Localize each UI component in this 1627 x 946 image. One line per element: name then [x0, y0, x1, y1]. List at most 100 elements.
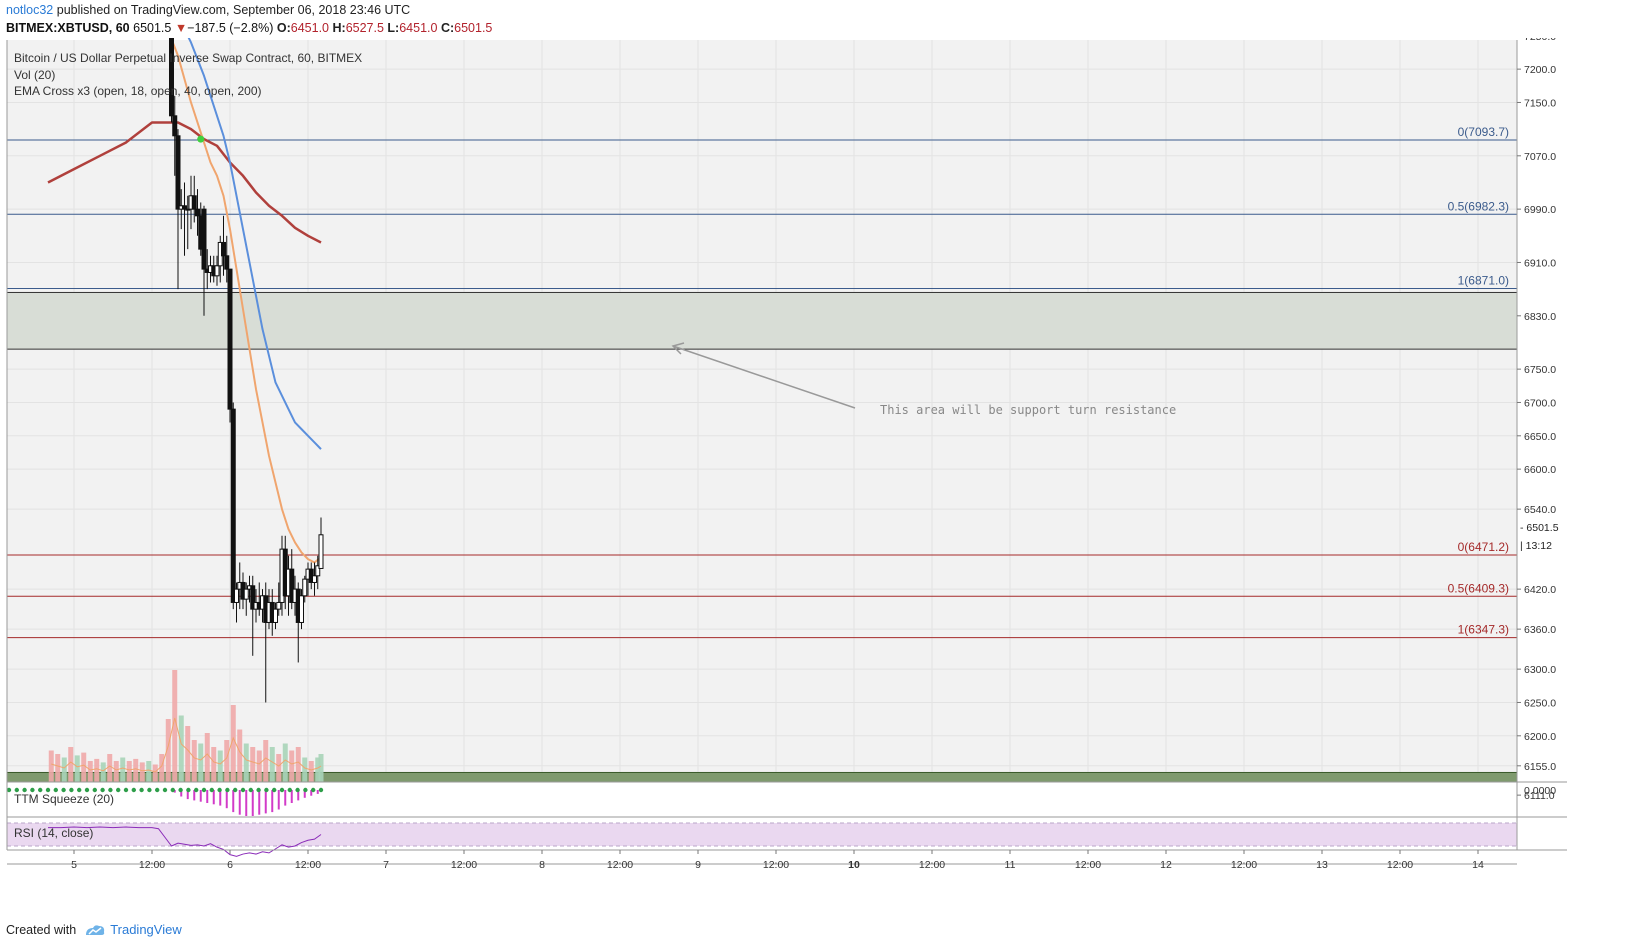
candle-body [318, 534, 324, 569]
x-tick-label: 8 [539, 859, 545, 871]
open-value: 6451.0 [290, 21, 329, 35]
candle [172, 95, 178, 176]
squeeze-dot [170, 787, 175, 793]
close-label: C: [440, 21, 455, 35]
squeeze-zero-label: 0.0000 [1524, 785, 1556, 797]
y-tick-label: 6155.0 [1524, 761, 1556, 773]
low-label: L: [387, 21, 400, 35]
ema-18-line [169, 38, 322, 564]
squeeze-dot [162, 787, 168, 793]
candle [299, 589, 304, 630]
last-price: 6501.5 [133, 21, 172, 35]
annotation-arrow [672, 345, 856, 409]
candle [214, 255, 220, 286]
volume-bar [204, 733, 210, 782]
x-tick-label: 14 [1472, 859, 1484, 871]
squeeze-histogram-bar [225, 790, 228, 809]
candle-body [315, 565, 321, 577]
squeeze-dot [233, 787, 238, 793]
candle-body [182, 205, 187, 210]
fib-level-label: 1(6347.3) [1458, 623, 1509, 637]
y-tick-label: 6650.0 [1524, 431, 1556, 443]
squeeze-dot [22, 787, 27, 793]
price-chart[interactable]: 0(7093.7) 0.5(6982.3) 1(6871.0) 0(6471.2) 0.… [0, 38, 1627, 922]
publish-info: notloc32 published on TradingView.com, S… [6, 3, 410, 17]
tradingview-brand[interactable]: TradingView [84, 922, 182, 937]
x-tick-label: 12 [1160, 859, 1172, 871]
squeeze-histogram-bar [238, 790, 241, 815]
y-tick-label: 6200.0 [1524, 731, 1556, 743]
author-link[interactable]: notloc32 [6, 3, 54, 17]
volume-bar [74, 755, 80, 782]
candle-body [201, 208, 207, 270]
legend-squeeze: TTM Squeeze (20) [14, 792, 114, 806]
volume-bar [120, 757, 126, 782]
volume-bar [263, 740, 269, 782]
price-change: −187.5 (−2.8%) [187, 21, 274, 35]
y-tick-label: 6600.0 [1524, 464, 1556, 476]
volume-bar [237, 729, 243, 782]
created-with-text: Created with [6, 922, 77, 937]
rsi-band [7, 823, 1517, 846]
squeeze-dot [303, 787, 308, 793]
symbol-name[interactable]: BITMEX:XBTUSD, 60 [6, 21, 130, 35]
squeeze-histogram-bar [271, 790, 274, 813]
candle [221, 215, 226, 276]
candle [201, 205, 207, 316]
low-value: 6451.0 [399, 21, 438, 35]
squeeze-dot [30, 787, 35, 793]
squeeze-dot [14, 787, 19, 793]
volume-bar [139, 762, 145, 782]
volume-bar [243, 743, 249, 782]
volume-bar [282, 743, 288, 782]
volume-bar [152, 764, 158, 782]
high-label: H: [332, 21, 346, 35]
squeeze-histogram-bar [219, 790, 222, 806]
resistance-zone [6, 291, 1518, 350]
squeeze-histogram-bar [290, 790, 293, 803]
volume-bar [172, 670, 178, 782]
candle [175, 129, 181, 290]
candle-body [230, 408, 236, 603]
volume-bar [165, 719, 171, 782]
squeeze-dot [318, 787, 324, 793]
tradingview-logo-icon [86, 924, 105, 935]
candle [182, 182, 187, 256]
squeeze-histogram-bar [284, 790, 287, 806]
candle [302, 575, 308, 603]
squeeze-histogram-bar [212, 790, 215, 805]
volume-bar [87, 761, 93, 782]
legend-main: Bitcoin / US Dollar Perpetual Inverse Sw… [14, 51, 362, 65]
candle [273, 602, 278, 630]
y-tick-label: 6111.0 [1524, 790, 1555, 802]
volume-bar [68, 747, 74, 782]
volume-bar [315, 757, 321, 782]
squeeze-histogram-bar [264, 790, 267, 814]
y-tick-label: 6830.0 [1524, 311, 1556, 323]
squeeze-dot [100, 787, 105, 793]
plot-background [7, 40, 1517, 850]
volume-bar [318, 754, 324, 782]
volume-bar [295, 747, 301, 782]
squeeze-dot [155, 787, 160, 793]
y-tick-label: 6700.0 [1524, 397, 1556, 409]
squeeze-dot [147, 787, 152, 793]
candle-body [276, 601, 282, 610]
squeeze-dot [77, 787, 82, 793]
volume-bar [276, 754, 282, 782]
squeeze-histogram-bar [206, 790, 209, 803]
candle-body [250, 585, 256, 610]
candle-body [227, 268, 233, 410]
squeeze-histogram-bar [186, 790, 189, 800]
x-tick-label: 12:00 [295, 859, 321, 871]
volume-bar [302, 757, 308, 782]
candle [224, 235, 230, 283]
volume-bar [289, 750, 295, 782]
squeeze-histogram-bar [258, 790, 261, 815]
countdown-label: | 13:12 [1520, 540, 1552, 552]
volume-bar [146, 761, 152, 782]
y-tick-label: 6250.0 [1524, 697, 1556, 709]
volume-bar [178, 715, 184, 782]
squeeze-histogram-bar [245, 790, 248, 816]
volume-bar [230, 705, 236, 782]
